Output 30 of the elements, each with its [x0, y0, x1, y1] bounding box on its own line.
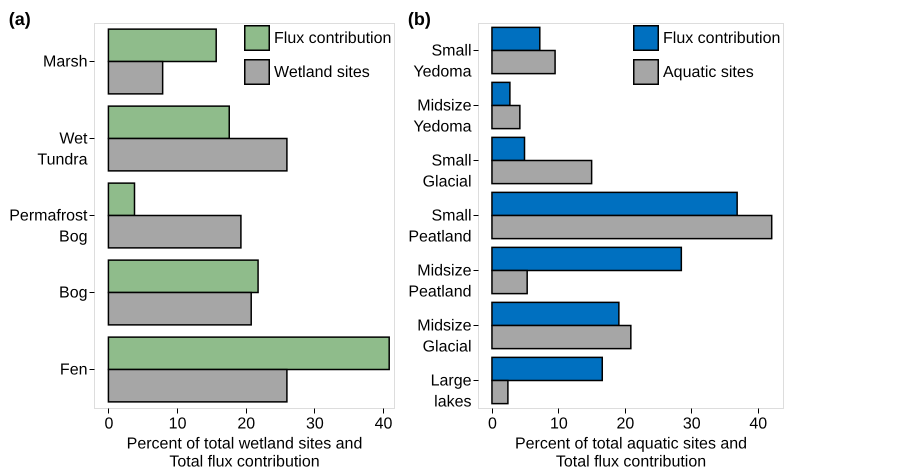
- y-tick-label: Wet Tundra: [37, 130, 88, 168]
- chart-title: (b): [408, 9, 431, 29]
- y-tick-label: Bog: [59, 284, 88, 302]
- y-tick-label: Midsize Peatland: [408, 262, 472, 300]
- x-tick-label: 20: [237, 416, 256, 432]
- chart-title: (a): [8, 9, 31, 29]
- y-tick-label: Marsh: [43, 54, 88, 70]
- legend-label: Flux contribution: [274, 30, 392, 47]
- x-axis-title: Percent of total aquatic sites and Total flux contribution: [514, 436, 748, 470]
- legend-label: Wetland sites: [274, 64, 370, 81]
- x-axis-title: Percent of total wetland sites and Total flux contribution: [126, 436, 362, 470]
- x-tick-label: 20: [616, 416, 634, 432]
- y-tick-label: Large lakes: [430, 372, 472, 410]
- y-tick-label: Small Yedoma: [413, 42, 472, 80]
- x-tick-label: 40: [374, 416, 393, 432]
- y-tick-label: Midsize Glacial: [417, 318, 472, 356]
- legend-label: Flux contribution: [663, 30, 780, 47]
- y-tick-label: Small Peatland: [408, 208, 472, 246]
- x-tick-label: 0: [104, 416, 114, 432]
- x-tick-label: 10: [550, 416, 568, 432]
- legend-label: Aquatic sites: [663, 64, 754, 81]
- x-tick-label: 0: [488, 416, 497, 432]
- x-tick-label: 30: [682, 416, 701, 432]
- y-tick-label: Permafrost Bog: [9, 208, 88, 246]
- y-tick-label: Fen: [60, 362, 88, 378]
- x-tick-label: 40: [749, 416, 768, 432]
- x-tick-label: 10: [168, 416, 187, 432]
- x-tick-label: 30: [306, 416, 324, 432]
- y-tick-label: Midsize Yedoma: [413, 98, 472, 136]
- y-tick-label: Small Glacial: [422, 152, 472, 190]
